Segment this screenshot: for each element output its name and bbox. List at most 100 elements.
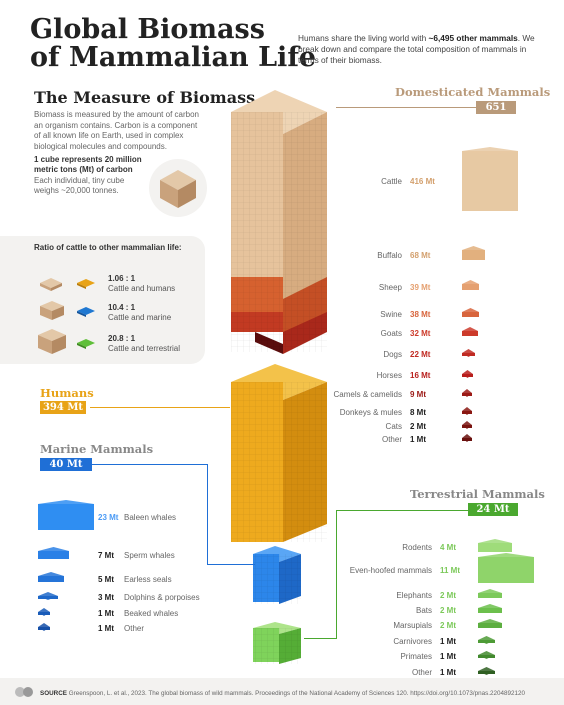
bar-mark <box>462 326 478 336</box>
domestic-total-badge: 651 Mt <box>476 101 516 126</box>
row-label: Carnivores <box>393 637 432 646</box>
cattle-cube-icon <box>40 278 62 291</box>
row-value: 3 Mt <box>98 593 114 602</box>
ratio-value: 10.4 : 1 <box>108 303 136 312</box>
row-label: Beaked whales <box>124 609 179 618</box>
row-value: 416 Mt <box>410 177 435 186</box>
ratio-label: Cattle and terrestrial <box>108 344 181 353</box>
terrestrial-total-badge: 24 Mt <box>468 503 518 516</box>
intro-highlight: ~6,495 other mammals <box>428 33 518 43</box>
row-value: 2 Mt <box>440 621 456 630</box>
bar-mark <box>462 388 472 397</box>
legend-cube-icon <box>149 159 207 217</box>
ratio-panel <box>0 236 205 364</box>
row-label: Cattle <box>381 177 402 186</box>
row-label: Marsupials <box>393 621 432 630</box>
row-value: 2 Mt <box>410 422 426 431</box>
row-label: Baleen whales <box>124 513 177 522</box>
bar-mark <box>478 588 502 598</box>
humans-tower <box>231 364 327 542</box>
humans-slab-icon <box>77 279 95 289</box>
bar-mark <box>38 572 64 582</box>
row-value: 1 Mt <box>440 652 456 661</box>
bar-mark <box>462 348 475 357</box>
title-line1: Global Biomass <box>30 14 265 45</box>
title-line2: of Mammalian Life <box>30 42 317 73</box>
ratio-value: 1.06 : 1 <box>108 274 136 283</box>
row-label: Other <box>381 435 402 444</box>
row-label: Even-hoofed mammals <box>349 566 432 575</box>
bar-mark <box>38 607 50 616</box>
row-label: Elephants <box>396 591 432 600</box>
row-value: 39 Mt <box>410 283 431 292</box>
cattle-cube-icon <box>38 329 66 354</box>
bar-mark <box>478 650 495 659</box>
intro-pre: Humans share the living world with <box>298 33 429 43</box>
row-value: 2 Mt <box>440 606 456 615</box>
row-value: 22 Mt <box>410 350 431 359</box>
bar-mark <box>462 307 479 317</box>
bar-mark <box>478 603 502 613</box>
terrestrial-slab-icon <box>77 339 95 349</box>
measure-paragraph: Biomass is measured by the amount of car… <box>34 110 199 151</box>
bar-mark <box>478 553 534 583</box>
intro-text: Humans share the living world with ~6,49… <box>298 33 548 66</box>
domestic-tower <box>231 90 327 354</box>
row-value: 2 Mt <box>440 591 456 600</box>
measure-heading: The Measure of Biomass <box>34 88 256 107</box>
terrestrial-tower <box>253 622 301 664</box>
row-label: Sheep <box>378 283 402 292</box>
row-value: 32 Mt <box>410 329 431 338</box>
bar-mark <box>38 500 94 530</box>
humans-heading: Humans <box>40 386 94 400</box>
bar-mark <box>478 538 512 552</box>
terrestrial-heading: Terrestrial Mammals <box>410 487 545 501</box>
row-value: 23 Mt <box>98 513 119 522</box>
row-value: 4 Mt <box>440 543 456 552</box>
bar-mark <box>462 420 472 429</box>
marine-slab-icon <box>77 307 95 317</box>
cube-note: 1 cube represents 20 million metric tons… <box>34 155 142 174</box>
row-value: 68 Mt <box>410 251 431 260</box>
terrestrial-connector-h <box>336 510 468 511</box>
bar-mark <box>478 635 495 644</box>
row-value: 8 Mt <box>410 408 426 417</box>
bar-mark <box>462 147 518 211</box>
row-value: 38 Mt <box>410 310 431 319</box>
bar-mark <box>462 406 472 415</box>
domestic-connector <box>336 107 486 108</box>
marine-connector-h <box>90 464 208 465</box>
ratio-value: 20.8 : 1 <box>108 334 136 343</box>
row-value: 1 Mt <box>98 609 114 618</box>
row-value: 1 Mt <box>440 637 456 646</box>
marine-connector-v <box>207 464 208 564</box>
intro-post: . We break down and compare the total co… <box>298 33 535 65</box>
row-label: Dolphins & porpoises <box>124 593 200 602</box>
source-text: Greenspoon, L. et al., 2023. The global … <box>68 690 526 697</box>
marine-heading: Marine Mammals <box>40 442 154 456</box>
cattle-cube-icon <box>40 301 64 320</box>
row-label: Buffalo <box>377 251 402 260</box>
row-value: 1 Mt <box>410 435 426 444</box>
bar-mark <box>462 280 479 290</box>
row-value: 16 Mt <box>410 371 431 380</box>
humans-total-badge: 394 Mt <box>40 401 86 414</box>
row-value: 1 Mt <box>98 624 114 633</box>
footer-source: SOURCE Greenspoon, L. et al., 2023. The … <box>40 690 525 697</box>
logo-icon <box>15 687 33 697</box>
row-label: Camels & camelids <box>333 390 402 399</box>
marine-tower <box>253 546 301 604</box>
row-label: Swine <box>380 310 402 319</box>
ratio-label: Cattle and humans <box>108 284 176 293</box>
biomass-tower <box>231 90 327 664</box>
row-value: 7 Mt <box>98 551 114 560</box>
terrestrial-connector-h2 <box>304 638 337 639</box>
row-label: Earless seals <box>124 575 172 584</box>
bar-mark <box>462 369 473 378</box>
row-label: Bats <box>415 606 432 615</box>
bar-mark <box>38 591 58 600</box>
row-label: Other <box>124 624 145 633</box>
row-value: 1 Mt <box>440 668 456 677</box>
bar-mark <box>38 547 69 559</box>
bar-mark <box>478 666 495 675</box>
